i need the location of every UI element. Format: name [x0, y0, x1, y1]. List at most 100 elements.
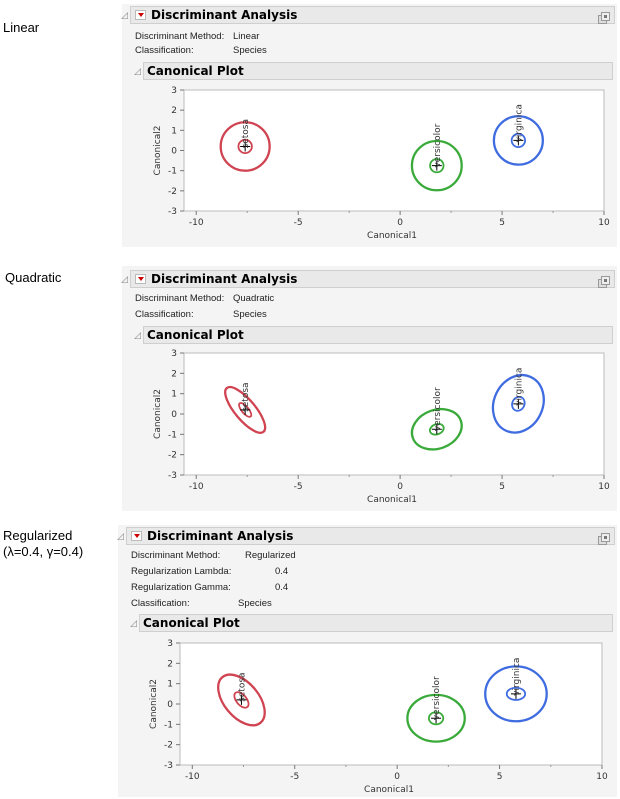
info-value: 0.4	[275, 566, 289, 577]
inner-ellipse	[237, 138, 253, 155]
disclosure-triangle-icon[interactable]: ◿	[121, 275, 128, 285]
x-tick-label: 5	[499, 218, 505, 228]
window-options-icon[interactable]	[598, 530, 610, 545]
outer-ellipse	[484, 665, 548, 723]
plot-title: Canonical Plot	[147, 64, 244, 78]
y-axis-label: Canonical2	[153, 126, 163, 176]
header-title: Discriminant Analysis	[147, 529, 294, 543]
x-tick-label: 0	[397, 482, 403, 492]
centroid-marker	[236, 694, 247, 705]
header-title: Discriminant Analysis	[151, 8, 298, 22]
group-label: setosa	[241, 119, 251, 148]
group-versicolor: versicolor	[410, 387, 463, 451]
inner-ellipse	[427, 711, 445, 726]
info-value: Species	[233, 309, 267, 320]
y-tick-label: 1	[171, 126, 177, 136]
y-tick-label: -1	[168, 167, 177, 177]
outer-ellipse	[492, 115, 544, 166]
window-options-icon[interactable]	[598, 273, 610, 288]
centroid-marker	[513, 135, 524, 146]
y-tick-label: -2	[168, 187, 177, 197]
group-virginica: virginica	[491, 368, 545, 434]
y-tick-label: -2	[168, 451, 177, 461]
y-tick-label: 3	[167, 639, 173, 649]
inner-ellipse	[428, 422, 445, 436]
inner-ellipse	[233, 691, 250, 709]
plot-title: Canonical Plot	[143, 616, 240, 630]
red-triangle-menu-icon[interactable]	[135, 10, 146, 20]
info-label: Discriminant Method:	[131, 550, 221, 561]
info-value: Regularized	[245, 550, 296, 561]
outline-header-canonical-plot[interactable]: Canonical Plot	[139, 614, 613, 632]
x-tick-label: -5	[294, 218, 303, 228]
info-value: Species	[238, 598, 272, 609]
group-setosa: setosa	[219, 119, 271, 172]
outline-header-canonical-plot[interactable]: Canonical Plot	[143, 62, 613, 80]
group-versicolor: versicolor	[410, 123, 463, 192]
group-label: virginica	[514, 104, 524, 142]
y-tick-label: 1	[171, 390, 177, 400]
x-tick-label: -5	[290, 772, 299, 782]
disclosure-triangle-icon[interactable]: ◿	[134, 67, 141, 77]
x-tick-label: 0	[394, 772, 400, 782]
outline-header-discriminant-analysis[interactable]: Discriminant Analysis	[130, 270, 615, 288]
disclosure-triangle-icon[interactable]: ◿	[121, 11, 128, 21]
x-tick-label: -10	[185, 772, 200, 782]
centroid-marker	[431, 713, 442, 724]
y-tick-label: 0	[171, 147, 177, 157]
y-tick-label: 2	[171, 369, 177, 379]
inner-ellipse	[510, 132, 526, 148]
plot-frame	[179, 642, 603, 766]
outline-header-discriminant-analysis[interactable]: Discriminant Analysis	[126, 527, 615, 545]
group-label: virginica	[514, 368, 524, 406]
y-tick-label: -1	[164, 720, 173, 730]
group-setosa: setosa	[224, 382, 267, 434]
inner-ellipse	[429, 158, 445, 174]
info-label: Regularization Gamma:	[131, 582, 231, 593]
centroid-marker	[240, 404, 251, 415]
red-triangle-menu-icon[interactable]	[135, 274, 146, 284]
x-tick-label: 0	[397, 218, 403, 228]
outer-ellipse	[406, 693, 466, 743]
group-versicolor: versicolor	[406, 676, 466, 743]
y-tick-label: -3	[168, 207, 177, 217]
outline-header-canonical-plot[interactable]: Canonical Plot	[143, 326, 613, 344]
disclosure-triangle-icon[interactable]: ◿	[130, 619, 137, 629]
method-label: Linear	[3, 20, 40, 35]
x-tick-label: 5	[499, 482, 505, 492]
group-label: virginica	[512, 658, 522, 696]
y-tick-label: 3	[171, 86, 177, 96]
red-triangle-menu-icon[interactable]	[131, 531, 142, 541]
inner-ellipse	[505, 686, 527, 701]
group-virginica: virginica	[484, 658, 548, 723]
x-axis-label: Canonical1	[367, 231, 417, 241]
group-label: setosa	[241, 382, 251, 411]
y-tick-label: -2	[164, 741, 173, 751]
y-tick-label: 0	[167, 700, 173, 710]
group-label: versicolor	[432, 676, 442, 720]
y-axis-label: Canonical2	[149, 679, 159, 729]
x-tick-label: 5	[497, 772, 503, 782]
x-tick-label: -10	[189, 482, 204, 492]
x-tick-label: 10	[598, 482, 610, 492]
y-tick-label: 2	[167, 659, 173, 669]
x-tick-label: 10	[598, 218, 610, 228]
x-tick-label: -5	[294, 482, 303, 492]
disclosure-triangle-icon[interactable]: ◿	[117, 532, 124, 542]
group-label: versicolor	[433, 123, 443, 167]
group-virginica: virginica	[492, 104, 544, 166]
info-label: Classification:	[135, 309, 194, 320]
outer-ellipse	[410, 407, 463, 451]
y-tick-label: -3	[168, 471, 177, 481]
outline-header-discriminant-analysis[interactable]: Discriminant Analysis	[130, 6, 615, 24]
plot-title: Canonical Plot	[147, 328, 244, 342]
header-title: Discriminant Analysis	[151, 272, 298, 286]
info-value: Species	[233, 45, 267, 56]
info-label: Regularization Lambda:	[131, 566, 232, 577]
disclosure-triangle-icon[interactable]: ◿	[134, 331, 141, 341]
window-options-icon[interactable]	[598, 9, 610, 24]
centroid-marker	[431, 160, 442, 171]
